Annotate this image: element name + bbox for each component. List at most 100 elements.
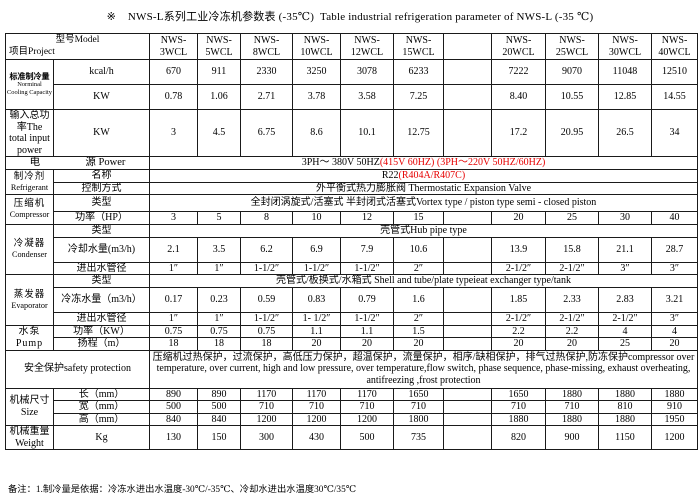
pump-head-value: 18 bbox=[149, 337, 198, 351]
evaporator-pipe-value: 1-1/2″ bbox=[240, 312, 293, 326]
weight-value: 735 bbox=[393, 425, 444, 451]
row-size-height: 高（mm） 840 840 1200 1200 1200 1800 1880 1880 1880… bbox=[6, 412, 698, 427]
weight-value: 150 bbox=[197, 425, 241, 451]
cooling-kcal-value: 670 bbox=[149, 59, 198, 85]
row-cooling-kcal: 标准制冷量 Norminal Cooling Capacity kcal/h 6… bbox=[5, 59, 698, 110]
size-length-value: 1880 bbox=[651, 387, 698, 402]
weight-value: 130 bbox=[149, 425, 198, 451]
label-condenser-pipe: 进出水管径 bbox=[53, 261, 150, 276]
pump-power-value: 0.75 bbox=[240, 324, 293, 339]
evaporator-flow-value: 0.17 bbox=[149, 287, 198, 314]
pump-head-value: 18 bbox=[240, 337, 293, 351]
row-cooling-kw: KW 0.78 1.06 2.71 3.78 3.58 7.25 8.40 10.55 12.8… bbox=[6, 84, 698, 110]
evaporator-flow-value: 0.83 bbox=[292, 287, 341, 314]
pump-power-value: 1.1 bbox=[340, 324, 394, 339]
cooling-kcal-value: 7222 bbox=[491, 59, 546, 85]
row-evaporator-flow: 冷冻水量（m3/h） 0.17 0.23 0.59 0.83 0.79 1.6 1.85 2.… bbox=[6, 287, 698, 314]
group-refrigerant: 制冷剂 Refrigerant bbox=[5, 169, 54, 196]
pump-power-value: 0.75 bbox=[197, 324, 241, 339]
row-input-power: 输入总功率The total input power KW 3 4.5 6.75 8.… bbox=[5, 109, 698, 157]
weight-value: 900 bbox=[545, 425, 599, 451]
note-line-1: 备注：1.制冷量是依据：冷冻水进出水温度-30℃/-35℃、冷却水进出水温度30… bbox=[8, 485, 357, 495]
size-width-value: 500 bbox=[197, 400, 241, 414]
compressor-hp-value: 40 bbox=[651, 211, 698, 226]
label-control-mode: 控制方式 bbox=[53, 181, 150, 196]
size-height-value: 1200 bbox=[292, 412, 341, 427]
group-input-power: 输入总功率The total input power bbox=[5, 109, 54, 157]
size-height-value: 1200 bbox=[340, 412, 394, 427]
cooling-kw-value: 0.78 bbox=[149, 84, 198, 110]
row-weight: 机械重量Weight Kg 130 150 300 430 500 735 820 900 11… bbox=[5, 425, 698, 451]
pump-power-value: 2.2 bbox=[545, 324, 599, 339]
size-length-value: 1170 bbox=[292, 387, 341, 402]
evaporator-pipe-value: 2″ bbox=[393, 312, 444, 326]
size-length-value: 890 bbox=[197, 387, 241, 402]
condenser-flow-value: 3.5 bbox=[197, 236, 241, 263]
cooling-kw-value: 2.71 bbox=[240, 84, 293, 110]
row-condenser-type: 冷凝器 Condenser 类型 壳管式Hub pipe type bbox=[5, 224, 698, 276]
row-size-length: 机械尺寸Size 长（mm） 890 890 1170 1170 1170 1650 165… bbox=[5, 387, 698, 427]
row-pump-power: 水泵Pump 功率（KW） 0.75 0.75 0.75 1.1 1.1 1.5 2.2 2.… bbox=[5, 324, 698, 351]
group-cooling-capacity: 标准制冷量 Norminal Cooling Capacity bbox=[5, 59, 54, 110]
pump-head-value: 18 bbox=[197, 337, 241, 351]
size-height-value bbox=[443, 412, 492, 427]
condenser-pipe-value bbox=[443, 261, 492, 276]
label-pump-head: 扬程（m） bbox=[53, 337, 150, 351]
compressor-type-value: 全封闭涡旋式/活塞式 半封闭式活塞式Vortex type / piston t… bbox=[149, 194, 698, 213]
label-evaporator-pipe: 进出水管径 bbox=[53, 312, 150, 326]
size-height-value: 840 bbox=[149, 412, 198, 427]
cooling-kw-value: 3.78 bbox=[292, 84, 341, 110]
condenser-flow-value: 28.7 bbox=[651, 236, 698, 263]
evaporator-flow-value: 0.59 bbox=[240, 287, 293, 314]
label-refrigerant-name: 名称 bbox=[53, 169, 150, 183]
evaporator-pipe-value: 2-1/2″ bbox=[491, 312, 546, 326]
cooling-kw-value: 8.40 bbox=[491, 84, 546, 110]
weight-value: 500 bbox=[340, 425, 394, 451]
compressor-hp-value: 5 bbox=[197, 211, 241, 226]
row-compressor-type: 压缩机 Compressor 类型 全封闭涡旋式/活塞式 半封闭式活塞式Vort… bbox=[5, 194, 698, 226]
size-width-value: 500 bbox=[149, 400, 198, 414]
row-refrigerant-control: 控制方式 外平衡式热力膨胀阀 Thermostatic Expansion Va… bbox=[6, 181, 698, 196]
label-height: 高（mm） bbox=[53, 412, 150, 427]
group-evaporator: 蒸发器 Evaporator bbox=[5, 274, 54, 326]
model-header-cell: NWS-10WCL bbox=[292, 33, 341, 60]
label-input-kw: KW bbox=[53, 109, 150, 157]
row-evaporator-pipe: 进出水管径 1″ 1″ 1-1/2″ 1- 1/2″ 1-1/2″ 2″ 2-1/2″ 2-1… bbox=[6, 312, 698, 326]
size-width-value: 710 bbox=[393, 400, 444, 414]
compressor-hp-value: 10 bbox=[292, 211, 341, 226]
evaporator-flow-value: 1.6 bbox=[393, 287, 444, 314]
evaporator-pipe-value: 2-1/2″ bbox=[598, 312, 652, 326]
input-power-value: 12.75 bbox=[393, 109, 444, 157]
cooling-kcal-value bbox=[443, 59, 492, 85]
compressor-hp-value: 20 bbox=[491, 211, 546, 226]
size-width-value bbox=[443, 400, 492, 414]
size-length-value: 1880 bbox=[545, 387, 599, 402]
size-width-value: 710 bbox=[545, 400, 599, 414]
compressor-hp-value: 15 bbox=[393, 211, 444, 226]
group-weight: 机械重量Weight bbox=[5, 425, 54, 451]
condenser-pipe-value: 1″ bbox=[197, 261, 241, 276]
safety-value: 压缩机过热保护，过流保护，高低压力保护，超温保护，流量保护，相序/缺相保护，排气… bbox=[149, 349, 698, 389]
size-width-value: 710 bbox=[292, 400, 341, 414]
model-header-cell: NWS-40WCL bbox=[651, 33, 698, 60]
size-height-value: 1200 bbox=[240, 412, 293, 427]
size-length-value: 1650 bbox=[491, 387, 546, 402]
input-power-value: 4.5 bbox=[197, 109, 241, 157]
row-refrigerant-name: 制冷剂 Refrigerant 名称 R22(R404A/R407C) bbox=[5, 169, 698, 196]
cooling-kw-value: 7.25 bbox=[393, 84, 444, 110]
model-header-cell: NWS-5WCL bbox=[197, 33, 241, 60]
condenser-pipe-value: 3″ bbox=[598, 261, 652, 276]
label-pump-power: 功率（KW） bbox=[53, 324, 150, 339]
evaporator-type-value: 壳管式/板换式/水箱式 Shell and tube/plate typeiea… bbox=[149, 274, 698, 289]
refrigerant-alt: (R404A/R407C) bbox=[398, 170, 466, 182]
condenser-type-value: 壳管式Hub pipe type bbox=[149, 224, 698, 238]
pump-power-value: 4 bbox=[651, 324, 698, 339]
row-size-width: 宽（mm） 500 500 710 710 710 710 710 710 810 910 bbox=[6, 400, 698, 414]
cooling-kw-value: 14.55 bbox=[651, 84, 698, 110]
cooling-kw-value bbox=[443, 84, 492, 110]
label-kg: Kg bbox=[53, 425, 150, 451]
row-power-supply: 电 源 Power 3PH～ 380V 50HZ(415V 60HZ) (3PH… bbox=[5, 155, 698, 171]
condenser-flow-value: 2.1 bbox=[149, 236, 198, 263]
label-width: 宽（mm） bbox=[53, 400, 150, 414]
size-length-value: 1170 bbox=[240, 387, 293, 402]
